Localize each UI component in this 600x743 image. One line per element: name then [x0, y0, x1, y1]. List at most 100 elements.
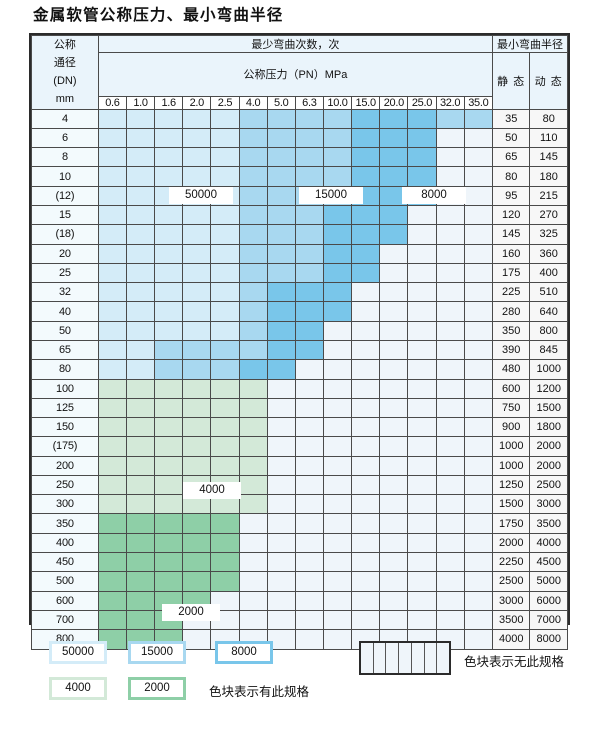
cell-r9-c5 — [238, 282, 268, 303]
cell-r1-c1 — [125, 127, 156, 149]
cell-r7-c12 — [435, 243, 465, 264]
cell-r4-c6 — [266, 185, 296, 206]
row-dynamic-radius: 180 — [529, 166, 568, 187]
cell-r26-c13 — [463, 609, 493, 631]
cell-r2-c0 — [97, 147, 127, 168]
cell-r17-c2 — [154, 436, 184, 457]
cell-r14-c8 — [322, 378, 353, 399]
header-dn: 公称 通径 (DN) mm — [31, 35, 99, 110]
cell-r8-c10 — [379, 262, 409, 284]
cell-r17-c1 — [125, 436, 156, 457]
row-static-radius: 1750 — [491, 513, 531, 534]
table-row: 25 175 400 — [31, 262, 568, 284]
header-dn-line-3: mm — [55, 93, 75, 106]
cell-r18-c3 — [182, 455, 212, 476]
cell-r26-c5 — [238, 609, 268, 631]
cell-r12-c12 — [435, 339, 465, 361]
cell-r19-c11 — [407, 474, 437, 496]
cell-r8-c8 — [322, 262, 353, 284]
cell-r17-c11 — [407, 436, 437, 457]
row-dn-label: 15 — [31, 204, 99, 226]
cell-r19-c8 — [322, 474, 353, 496]
cell-r18-c11 — [407, 455, 437, 476]
cell-r8-c9 — [351, 262, 381, 284]
cell-r1-c7 — [294, 127, 324, 149]
cell-r24-c4 — [210, 571, 240, 592]
cell-r13-c9 — [351, 359, 381, 380]
row-dn-label: 20 — [31, 243, 99, 264]
cell-r24-c8 — [322, 571, 353, 592]
cell-r11-c3 — [182, 320, 212, 341]
row-dynamic-radius: 270 — [529, 204, 568, 226]
cell-r22-c3 — [182, 532, 212, 554]
cell-r10-c6 — [266, 301, 296, 322]
cell-r24-c12 — [435, 571, 465, 592]
cell-r0-c11 — [407, 108, 437, 129]
cell-r13-c0 — [97, 359, 127, 380]
cell-r18-c2 — [154, 455, 184, 476]
cell-r20-c0 — [97, 494, 127, 515]
cell-r9-c6 — [266, 282, 296, 303]
cell-r22-c10 — [379, 532, 409, 554]
pressure-column-header-7: 6.3 — [294, 95, 324, 110]
cell-r9-c12 — [435, 282, 465, 303]
cell-r5-c13 — [463, 204, 493, 226]
cell-r14-c0 — [97, 378, 127, 399]
cell-r3-c0 — [97, 166, 127, 187]
cell-r25-c0 — [97, 590, 127, 611]
cell-r8-c13 — [463, 262, 493, 284]
table-row: (18) 145 325 — [31, 224, 568, 245]
cell-r14-c7 — [294, 378, 324, 399]
cell-r0-c5 — [238, 108, 268, 129]
cell-r20-c7 — [294, 494, 324, 515]
cell-r5-c3 — [182, 204, 212, 226]
row-static-radius: 3500 — [491, 609, 531, 631]
row-static-radius: 175 — [491, 262, 531, 284]
cell-r10-c8 — [322, 301, 353, 322]
cell-r27-c7 — [294, 629, 324, 650]
cell-r11-c8 — [322, 320, 353, 341]
cell-r20-c5 — [238, 494, 268, 515]
cell-r6-c11 — [407, 224, 437, 245]
pressure-column-header-6: 5.0 — [266, 95, 296, 110]
cell-r7-c9 — [351, 243, 381, 264]
cell-r15-c1 — [125, 397, 156, 419]
cell-r18-c5 — [238, 455, 268, 476]
cell-r5-c1 — [125, 204, 156, 226]
table-row: 125 750 1500 — [31, 397, 568, 419]
row-static-radius: 2000 — [491, 532, 531, 554]
cell-r3-c5 — [238, 166, 268, 187]
row-dn-label: 6 — [31, 127, 99, 149]
cell-r1-c2 — [154, 127, 184, 149]
cell-r25-c1 — [125, 590, 156, 611]
cell-r26-c11 — [407, 609, 437, 631]
cell-r2-c8 — [322, 147, 353, 168]
cell-r6-c3 — [182, 224, 212, 245]
cell-r19-c2 — [154, 474, 184, 496]
cell-r17-c9 — [351, 436, 381, 457]
cell-r5-c11 — [407, 204, 437, 226]
cell-r10-c13 — [463, 301, 493, 322]
row-dn-label: 50 — [31, 320, 99, 341]
cell-r12-c0 — [97, 339, 127, 361]
row-dn-label: (18) — [31, 224, 99, 245]
row-dn-label: 65 — [31, 339, 99, 361]
cell-r22-c5 — [238, 532, 268, 554]
row-dn-label: 400 — [31, 532, 99, 554]
cell-r21-c3 — [182, 513, 212, 534]
row-dynamic-radius: 145 — [529, 147, 568, 168]
legend-chip-label: 2000 — [131, 680, 183, 697]
cell-r24-c5 — [238, 571, 268, 592]
cell-r25-c9 — [351, 590, 381, 611]
cell-r20-c12 — [435, 494, 465, 515]
cell-r18-c7 — [294, 455, 324, 476]
cell-r0-c0 — [97, 108, 127, 129]
cell-r3-c1 — [125, 166, 156, 187]
cell-r22-c6 — [266, 532, 296, 554]
table-row: 80 480 1000 — [31, 359, 568, 380]
cell-r1-c11 — [407, 127, 437, 149]
cell-r5-c9 — [351, 204, 381, 226]
cell-r13-c8 — [322, 359, 353, 380]
cell-r2-c3 — [182, 147, 212, 168]
row-static-radius: 225 — [491, 282, 531, 303]
